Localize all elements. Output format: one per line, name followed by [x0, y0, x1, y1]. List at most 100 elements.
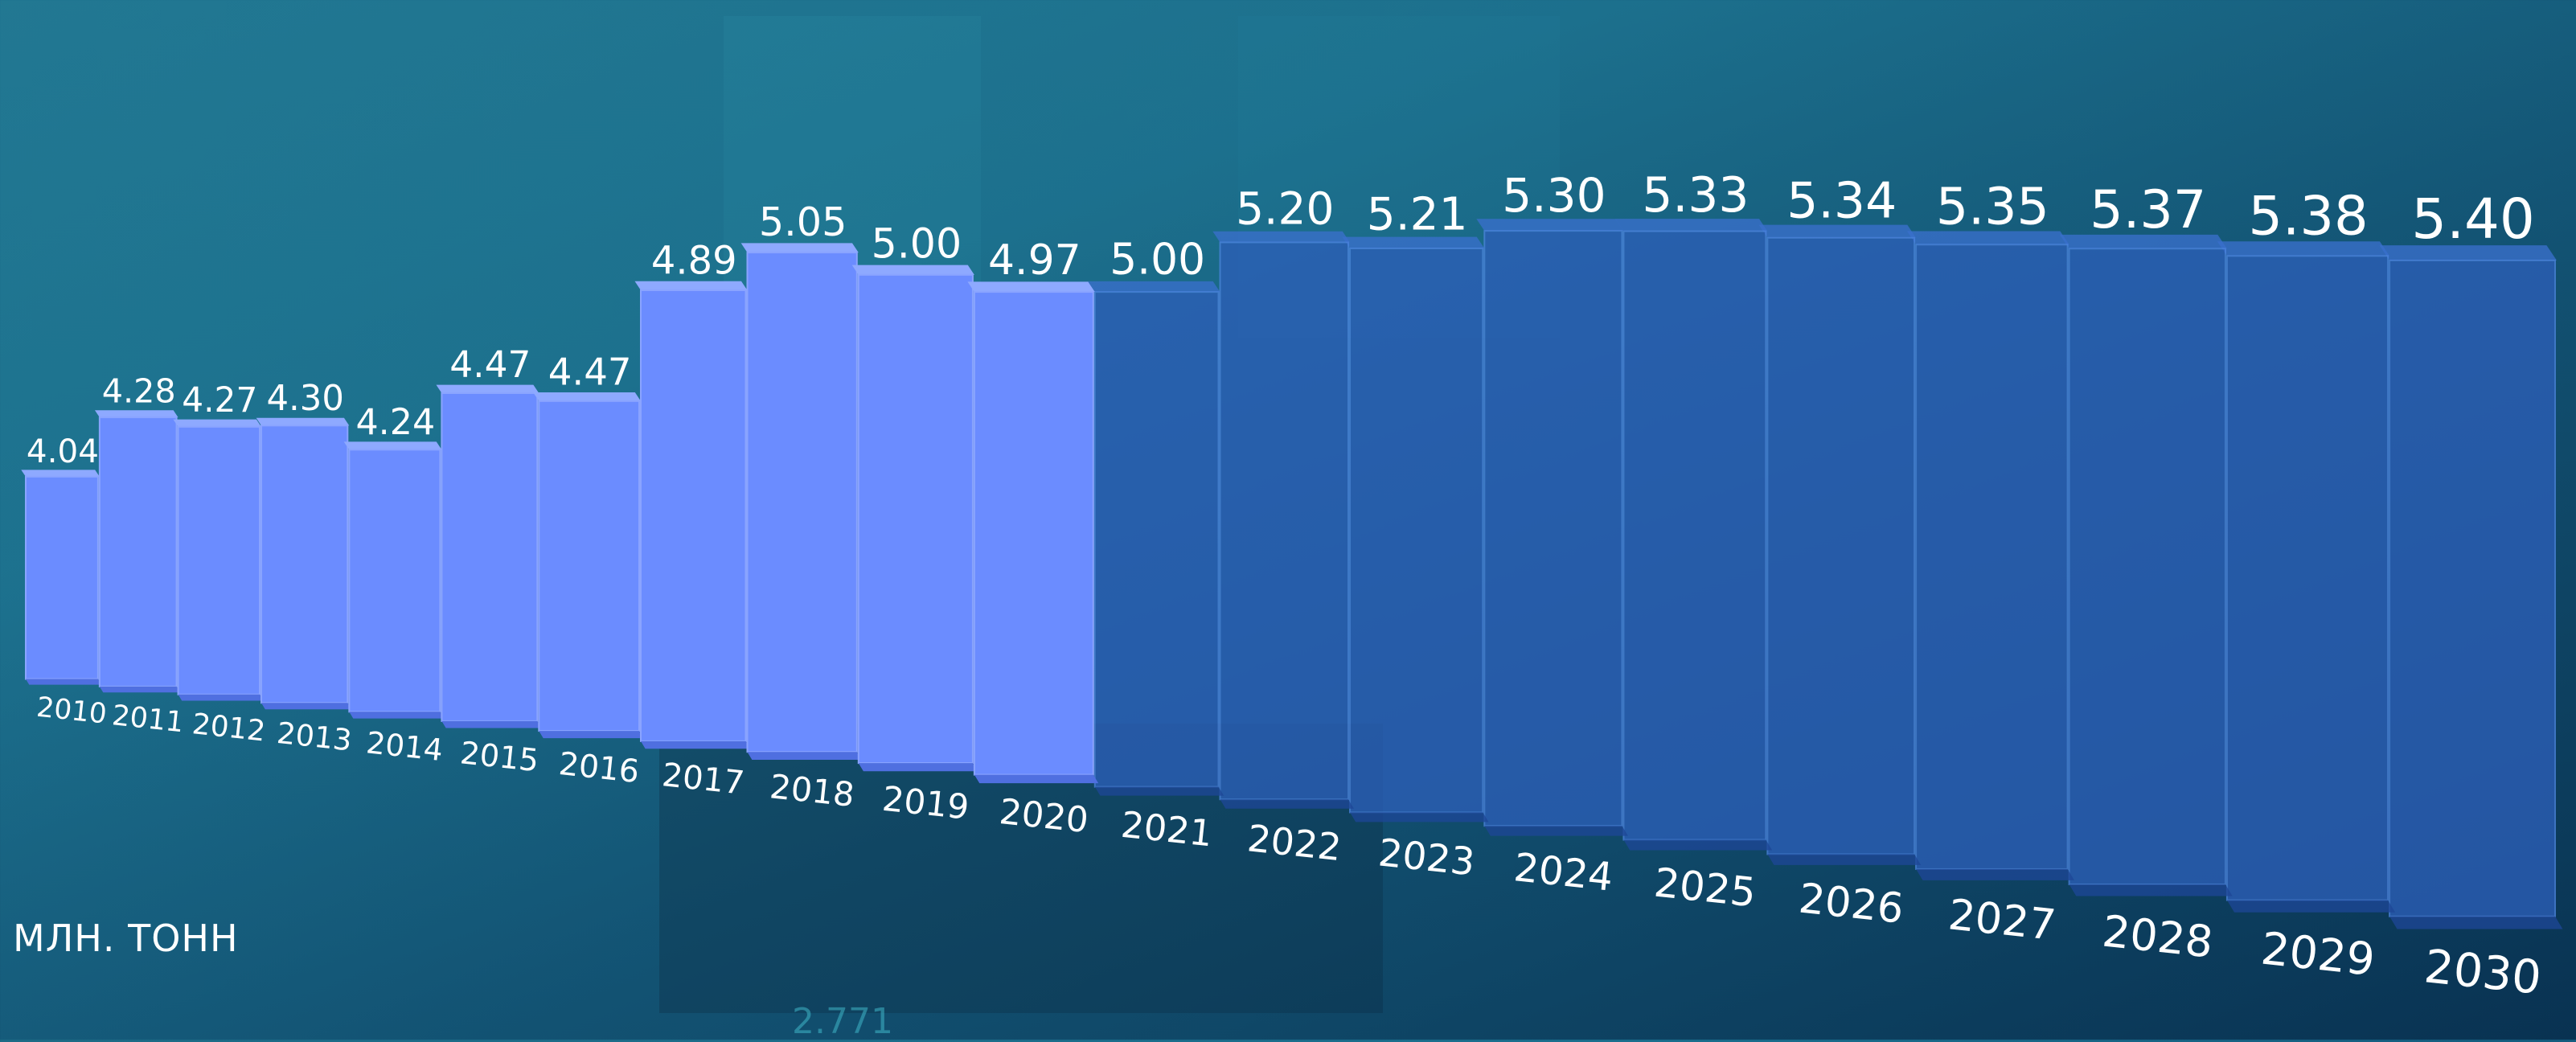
x-tick-label: 2020 — [998, 792, 1090, 841]
bar — [538, 400, 640, 732]
bar — [177, 425, 261, 695]
unit-label: МЛН. ТОНН — [13, 917, 239, 960]
bar-top — [2059, 234, 2227, 249]
bar-top — [1615, 219, 1768, 232]
data-label: 5.38 — [2248, 184, 2368, 247]
bar-bottom — [1623, 839, 1773, 851]
data-label: 5.30 — [1502, 168, 1606, 223]
x-tick-label: 2013 — [275, 716, 353, 758]
bar — [2389, 259, 2557, 917]
x-tick-label: 2016 — [557, 745, 641, 790]
x-tick-label: 2014 — [364, 724, 445, 768]
data-label: 5.21 — [1367, 188, 1468, 240]
data-label: 5.40 — [2411, 187, 2535, 252]
data-label: 4.30 — [266, 379, 343, 419]
bar-bottom — [349, 712, 445, 719]
data-label: 5.34 — [1786, 172, 1897, 230]
bar-top — [634, 281, 748, 291]
x-tick-label: 2011 — [110, 699, 185, 739]
x-tick-label: 2022 — [1245, 816, 1343, 869]
bar-top — [256, 417, 350, 426]
bar — [973, 291, 1094, 776]
data-label: 5.37 — [2090, 180, 2206, 240]
bar-bottom — [1767, 854, 1922, 865]
x-tick-label: 2012 — [191, 708, 267, 748]
x-tick-label: 2021 — [1119, 803, 1215, 855]
bar — [746, 252, 858, 753]
bar-bottom — [858, 763, 978, 772]
bar — [2225, 255, 2389, 901]
x-tick-label: 2029 — [2258, 923, 2377, 987]
x-tick-label: 2024 — [1512, 845, 1615, 900]
x-tick-label: 2026 — [1797, 875, 1906, 933]
bar-top — [343, 441, 442, 450]
background-number: 2.771 — [792, 1001, 893, 1042]
x-tick-label: 2025 — [1652, 859, 1758, 917]
bar-bottom — [974, 774, 1099, 784]
x-tick-label: 2023 — [1376, 831, 1477, 884]
bar-bottom — [1484, 826, 1628, 836]
bar-top — [1476, 219, 1624, 232]
data-label: 5.00 — [1110, 234, 1205, 285]
data-label: 4.97 — [988, 236, 1081, 285]
bar-top — [1087, 281, 1220, 293]
x-tick-label: 2018 — [768, 767, 856, 814]
data-label: 5.35 — [1936, 177, 2049, 236]
data-label: 5.20 — [1236, 183, 1334, 235]
x-tick-label: 2010 — [35, 691, 109, 731]
bar-top — [436, 384, 539, 394]
bar-top — [1212, 231, 1351, 243]
bar-bottom — [1094, 786, 1224, 796]
bar — [639, 289, 747, 742]
x-tick-label: 2015 — [458, 735, 540, 779]
bar-bottom — [1220, 799, 1354, 809]
bar-bottom — [261, 703, 352, 710]
bar-bottom — [640, 740, 751, 749]
bar-bottom — [178, 694, 264, 701]
bar — [857, 273, 974, 765]
bar-top — [1906, 231, 2069, 245]
bar-top — [1342, 236, 1485, 248]
bar — [25, 475, 99, 680]
data-label: 4.24 — [355, 402, 435, 443]
bar-bottom — [2069, 884, 2233, 896]
data-label: 5.33 — [1642, 168, 1749, 224]
bar-bottom — [539, 731, 644, 739]
bar — [1349, 247, 1484, 814]
data-label: 4.27 — [182, 380, 257, 420]
bar-bottom — [26, 679, 102, 685]
bar — [1219, 241, 1350, 801]
data-label: 5.05 — [759, 199, 847, 245]
x-tick-label: 2030 — [2422, 940, 2544, 1005]
bar — [98, 416, 178, 687]
x-tick-label: 2019 — [880, 780, 971, 828]
bar-bottom — [2389, 916, 2563, 929]
bar-bottom — [441, 720, 542, 728]
bar — [1622, 230, 1767, 841]
bar — [1766, 236, 1916, 855]
bar-top — [1758, 224, 1917, 238]
bar-top — [94, 410, 178, 418]
data-label: 5.00 — [872, 219, 962, 267]
data-label: 4.89 — [651, 239, 737, 283]
data-label: 4.28 — [102, 372, 176, 411]
bar-bottom — [2226, 900, 2396, 913]
data-label: 4.04 — [27, 432, 99, 470]
data-label: 4.47 — [449, 343, 531, 386]
bar-top — [173, 419, 262, 427]
x-tick-label: 2017 — [660, 756, 746, 802]
bar — [348, 449, 441, 713]
bar-top — [740, 243, 859, 253]
bar-top — [2379, 245, 2557, 260]
bar-bottom — [1350, 812, 1489, 823]
bar — [441, 392, 539, 722]
data-label: 4.47 — [548, 351, 632, 395]
bar-top — [2217, 241, 2390, 256]
bar-top — [533, 392, 641, 401]
x-tick-label: 2028 — [2100, 906, 2216, 968]
bar-bottom — [1916, 868, 2075, 880]
x-tick-label: 2027 — [1946, 890, 2058, 950]
bar-bottom — [99, 686, 180, 693]
bar — [1093, 291, 1220, 788]
